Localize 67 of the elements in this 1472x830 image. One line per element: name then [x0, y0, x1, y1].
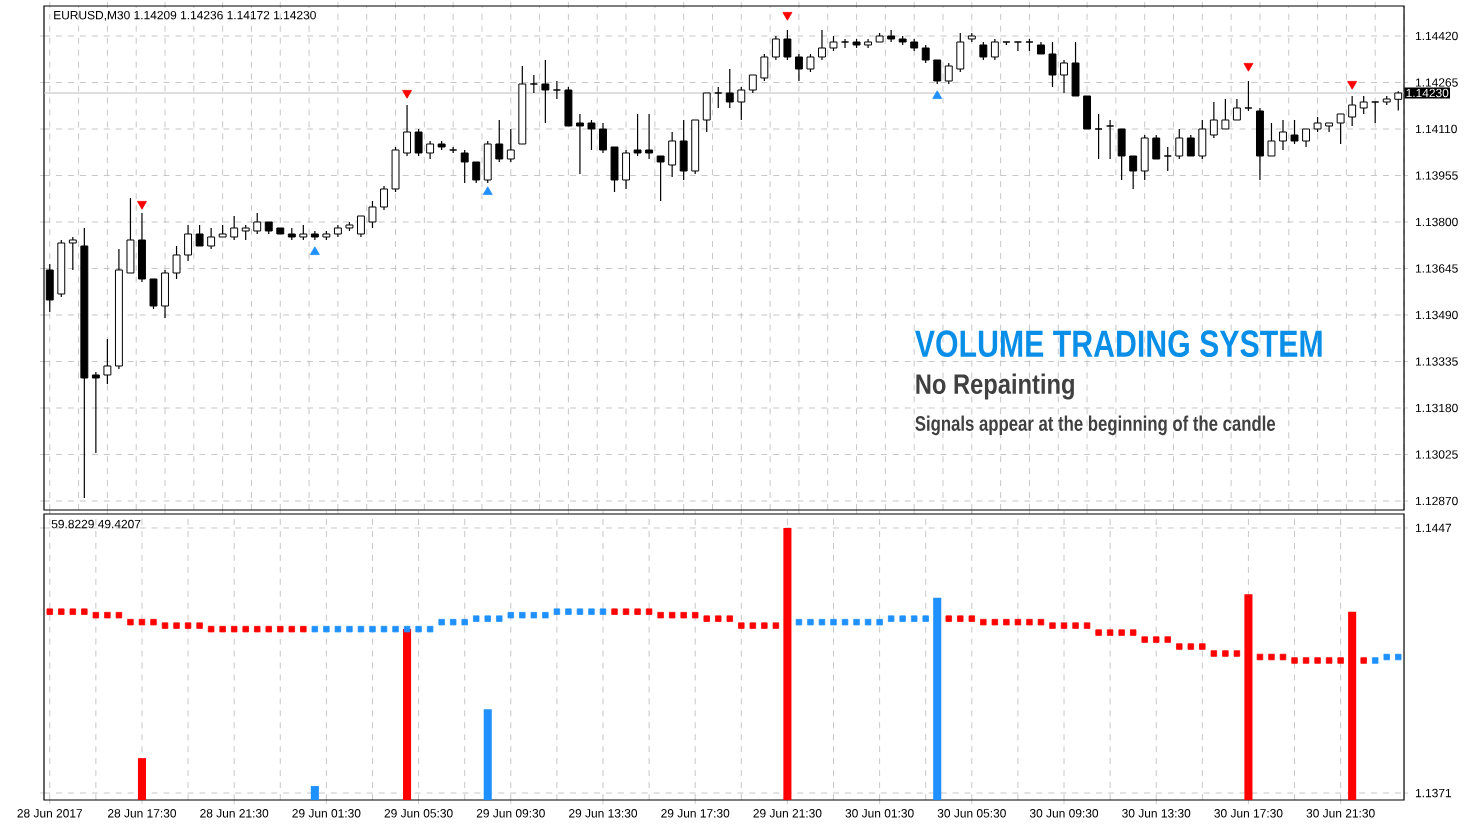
point — [932, 90, 943, 99]
annotation: Signals appear at the beginning of the candle — [915, 415, 1276, 436]
point — [795, 618, 803, 626]
point — [519, 611, 526, 619]
point — [496, 615, 503, 622]
point — [482, 186, 493, 195]
point — [323, 625, 330, 633]
candlestick — [1175, 128, 1184, 160]
point — [1243, 62, 1254, 72]
candlestick — [1106, 119, 1115, 160]
point — [426, 625, 434, 633]
point — [553, 608, 561, 615]
point — [309, 246, 320, 255]
point — [782, 11, 793, 21]
point — [864, 618, 872, 626]
point — [311, 625, 319, 633]
candlestick — [541, 59, 550, 124]
point — [887, 615, 895, 622]
point — [853, 618, 860, 626]
candlestick — [714, 86, 723, 109]
annotation: VOLUME TRADING SYSTEM — [915, 330, 1322, 358]
candlestick — [1094, 113, 1103, 160]
candlestick — [68, 236, 77, 271]
point — [438, 618, 445, 626]
point — [137, 200, 147, 210]
candlestick — [1013, 41, 1022, 52]
candlestick — [1232, 98, 1241, 121]
point — [818, 618, 826, 626]
point — [530, 611, 538, 619]
point — [380, 625, 388, 633]
candlestick — [506, 128, 515, 163]
point — [346, 625, 353, 633]
point — [565, 608, 572, 615]
point — [484, 615, 491, 622]
point — [910, 615, 918, 622]
point — [542, 611, 549, 619]
candlestick — [990, 38, 999, 61]
point — [402, 89, 412, 99]
point — [841, 618, 849, 626]
point — [876, 618, 883, 626]
point — [1347, 80, 1358, 90]
point — [461, 618, 468, 626]
point — [1372, 657, 1379, 664]
point — [473, 615, 480, 622]
point — [1395, 653, 1402, 661]
candlestick — [1244, 80, 1253, 112]
point — [576, 608, 584, 615]
candlestick — [1371, 101, 1380, 124]
annotation: No Repainting — [916, 373, 1074, 400]
point — [357, 625, 365, 633]
point — [830, 618, 837, 626]
point — [415, 625, 422, 633]
point — [588, 608, 595, 615]
point — [449, 618, 457, 626]
point — [507, 611, 514, 619]
point — [807, 618, 814, 626]
point — [1383, 653, 1390, 661]
point — [403, 625, 411, 633]
point — [599, 608, 607, 615]
candlestick — [1163, 146, 1172, 172]
point — [899, 615, 906, 622]
candlestick — [552, 80, 561, 100]
point — [369, 625, 376, 633]
point — [334, 625, 342, 633]
point — [392, 625, 399, 633]
point — [922, 615, 929, 622]
candlestick — [702, 92, 711, 133]
